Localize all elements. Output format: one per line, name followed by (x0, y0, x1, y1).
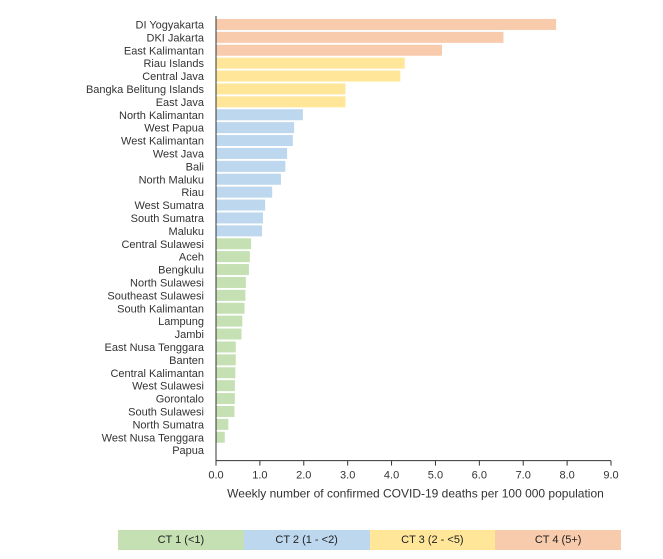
category-label: Papua (172, 445, 205, 457)
category-label: South Sulawesi (128, 406, 204, 418)
bar-maluku (216, 225, 263, 237)
category-label: Southeast Sulawesi (107, 290, 204, 302)
bar-east-nusa-tenggara (216, 341, 236, 353)
x-tick-label: 9.0 (603, 470, 618, 482)
x-tick-label: 2.0 (296, 470, 311, 482)
bar-west-sumatra (216, 199, 266, 211)
category-label: Riau (181, 187, 204, 199)
category-label: Bangka Belitung Islands (86, 84, 205, 96)
category-label: Central Java (142, 71, 205, 83)
x-tick-label: 7.0 (516, 470, 531, 482)
x-tick-label: 5.0 (428, 470, 443, 482)
x-tick-label: 8.0 (559, 470, 574, 482)
legend-item-ct4: CT 4 (5+) (495, 530, 621, 550)
category-label: West Nusa Tenggara (102, 432, 205, 444)
bar-north-sumatra (216, 418, 229, 430)
bar-bengkulu (216, 264, 249, 276)
bar-south-sumatra (216, 212, 263, 224)
category-label: West Kalimantan (121, 136, 204, 148)
bar-east-kalimantan (216, 44, 443, 56)
legend-item-ct1: CT 1 (<1) (118, 530, 244, 550)
category-label: Banten (169, 355, 204, 367)
bar-riau (216, 186, 273, 198)
bar-di-yogyakarta (216, 18, 557, 30)
category-label: West Sulawesi (132, 381, 204, 393)
bar-central-java (216, 70, 401, 82)
bar-aceh (216, 251, 250, 263)
category-label: North Maluku (139, 174, 204, 186)
category-label: Lampung (158, 316, 204, 328)
legend: CT 1 (<1) CT 2 (1 - <2) CT 3 (2 - <5) CT… (118, 530, 621, 550)
bar-north-sulawesi (216, 276, 246, 288)
category-label: Aceh (179, 252, 204, 264)
bar-bali (216, 160, 286, 172)
category-label: DKI Jakarta (147, 32, 205, 44)
x-tick-label: 1.0 (252, 470, 267, 482)
x-axis-title: Weekly number of confirmed COVID-19 deat… (227, 487, 604, 501)
category-label: East Java (156, 97, 205, 109)
category-label: Riau Islands (143, 58, 204, 70)
bar-dki-jakarta (216, 31, 504, 43)
bar-north-maluku (216, 173, 281, 185)
category-label: West Sumatra (135, 200, 205, 212)
category-label: Bali (186, 161, 204, 173)
category-label: South Sumatra (131, 213, 205, 225)
category-label: East Nusa Tenggara (105, 342, 205, 354)
bar-west-kalimantan (216, 135, 293, 147)
bar-west-nusa-tenggara (216, 431, 225, 443)
category-label: East Kalimantan (124, 45, 204, 57)
bar-bangka-belitung-islands (216, 83, 346, 95)
bars-group (216, 18, 557, 443)
category-label: North Sulawesi (130, 277, 204, 289)
bar-north-kalimantan (216, 109, 303, 121)
bar-east-java (216, 96, 346, 108)
bar-southeast-sulawesi (216, 289, 246, 301)
x-tick-label: 3.0 (340, 470, 355, 482)
bar-jambi (216, 328, 242, 340)
bar-lampung (216, 315, 243, 327)
category-label: West Java (153, 148, 205, 160)
x-tick-label: 0.0 (208, 470, 223, 482)
category-label: North Kalimantan (119, 110, 204, 122)
bar-central-kalimantan (216, 367, 236, 379)
legend-item-ct2: CT 2 (1 - <2) (243, 530, 370, 550)
bar-west-java (216, 147, 288, 159)
category-label: Bengkulu (158, 265, 204, 277)
category-label: Maluku (169, 226, 204, 238)
x-tick-label: 4.0 (384, 470, 399, 482)
category-label: Jambi (175, 329, 204, 341)
bar-south-sulawesi (216, 405, 235, 417)
bar-south-kalimantan (216, 302, 245, 314)
bar-gorontalo (216, 393, 235, 405)
category-label: North Sumatra (132, 419, 204, 431)
x-tick-label: 6.0 (472, 470, 487, 482)
bar-banten (216, 354, 236, 366)
legend-item-ct3: CT 3 (2 - <5) (369, 530, 496, 550)
bar-central-sulawesi (216, 238, 252, 250)
category-label: DI Yogyakarta (136, 19, 205, 31)
bar-west-sulawesi (216, 380, 235, 392)
category-label: Central Kalimantan (110, 368, 204, 380)
category-label: Gorontalo (156, 394, 204, 406)
bar-riau-islands (216, 57, 405, 69)
category-label: South Kalimantan (117, 303, 204, 315)
category-label: Central Sulawesi (121, 239, 204, 251)
category-label: West Papua (144, 123, 205, 135)
bar-west-papua (216, 122, 295, 134)
x-axis-ticks: 0.0 1.0 2.0 3.0 4.0 5.0 6.0 7.0 8.0 9.0 (208, 460, 619, 482)
